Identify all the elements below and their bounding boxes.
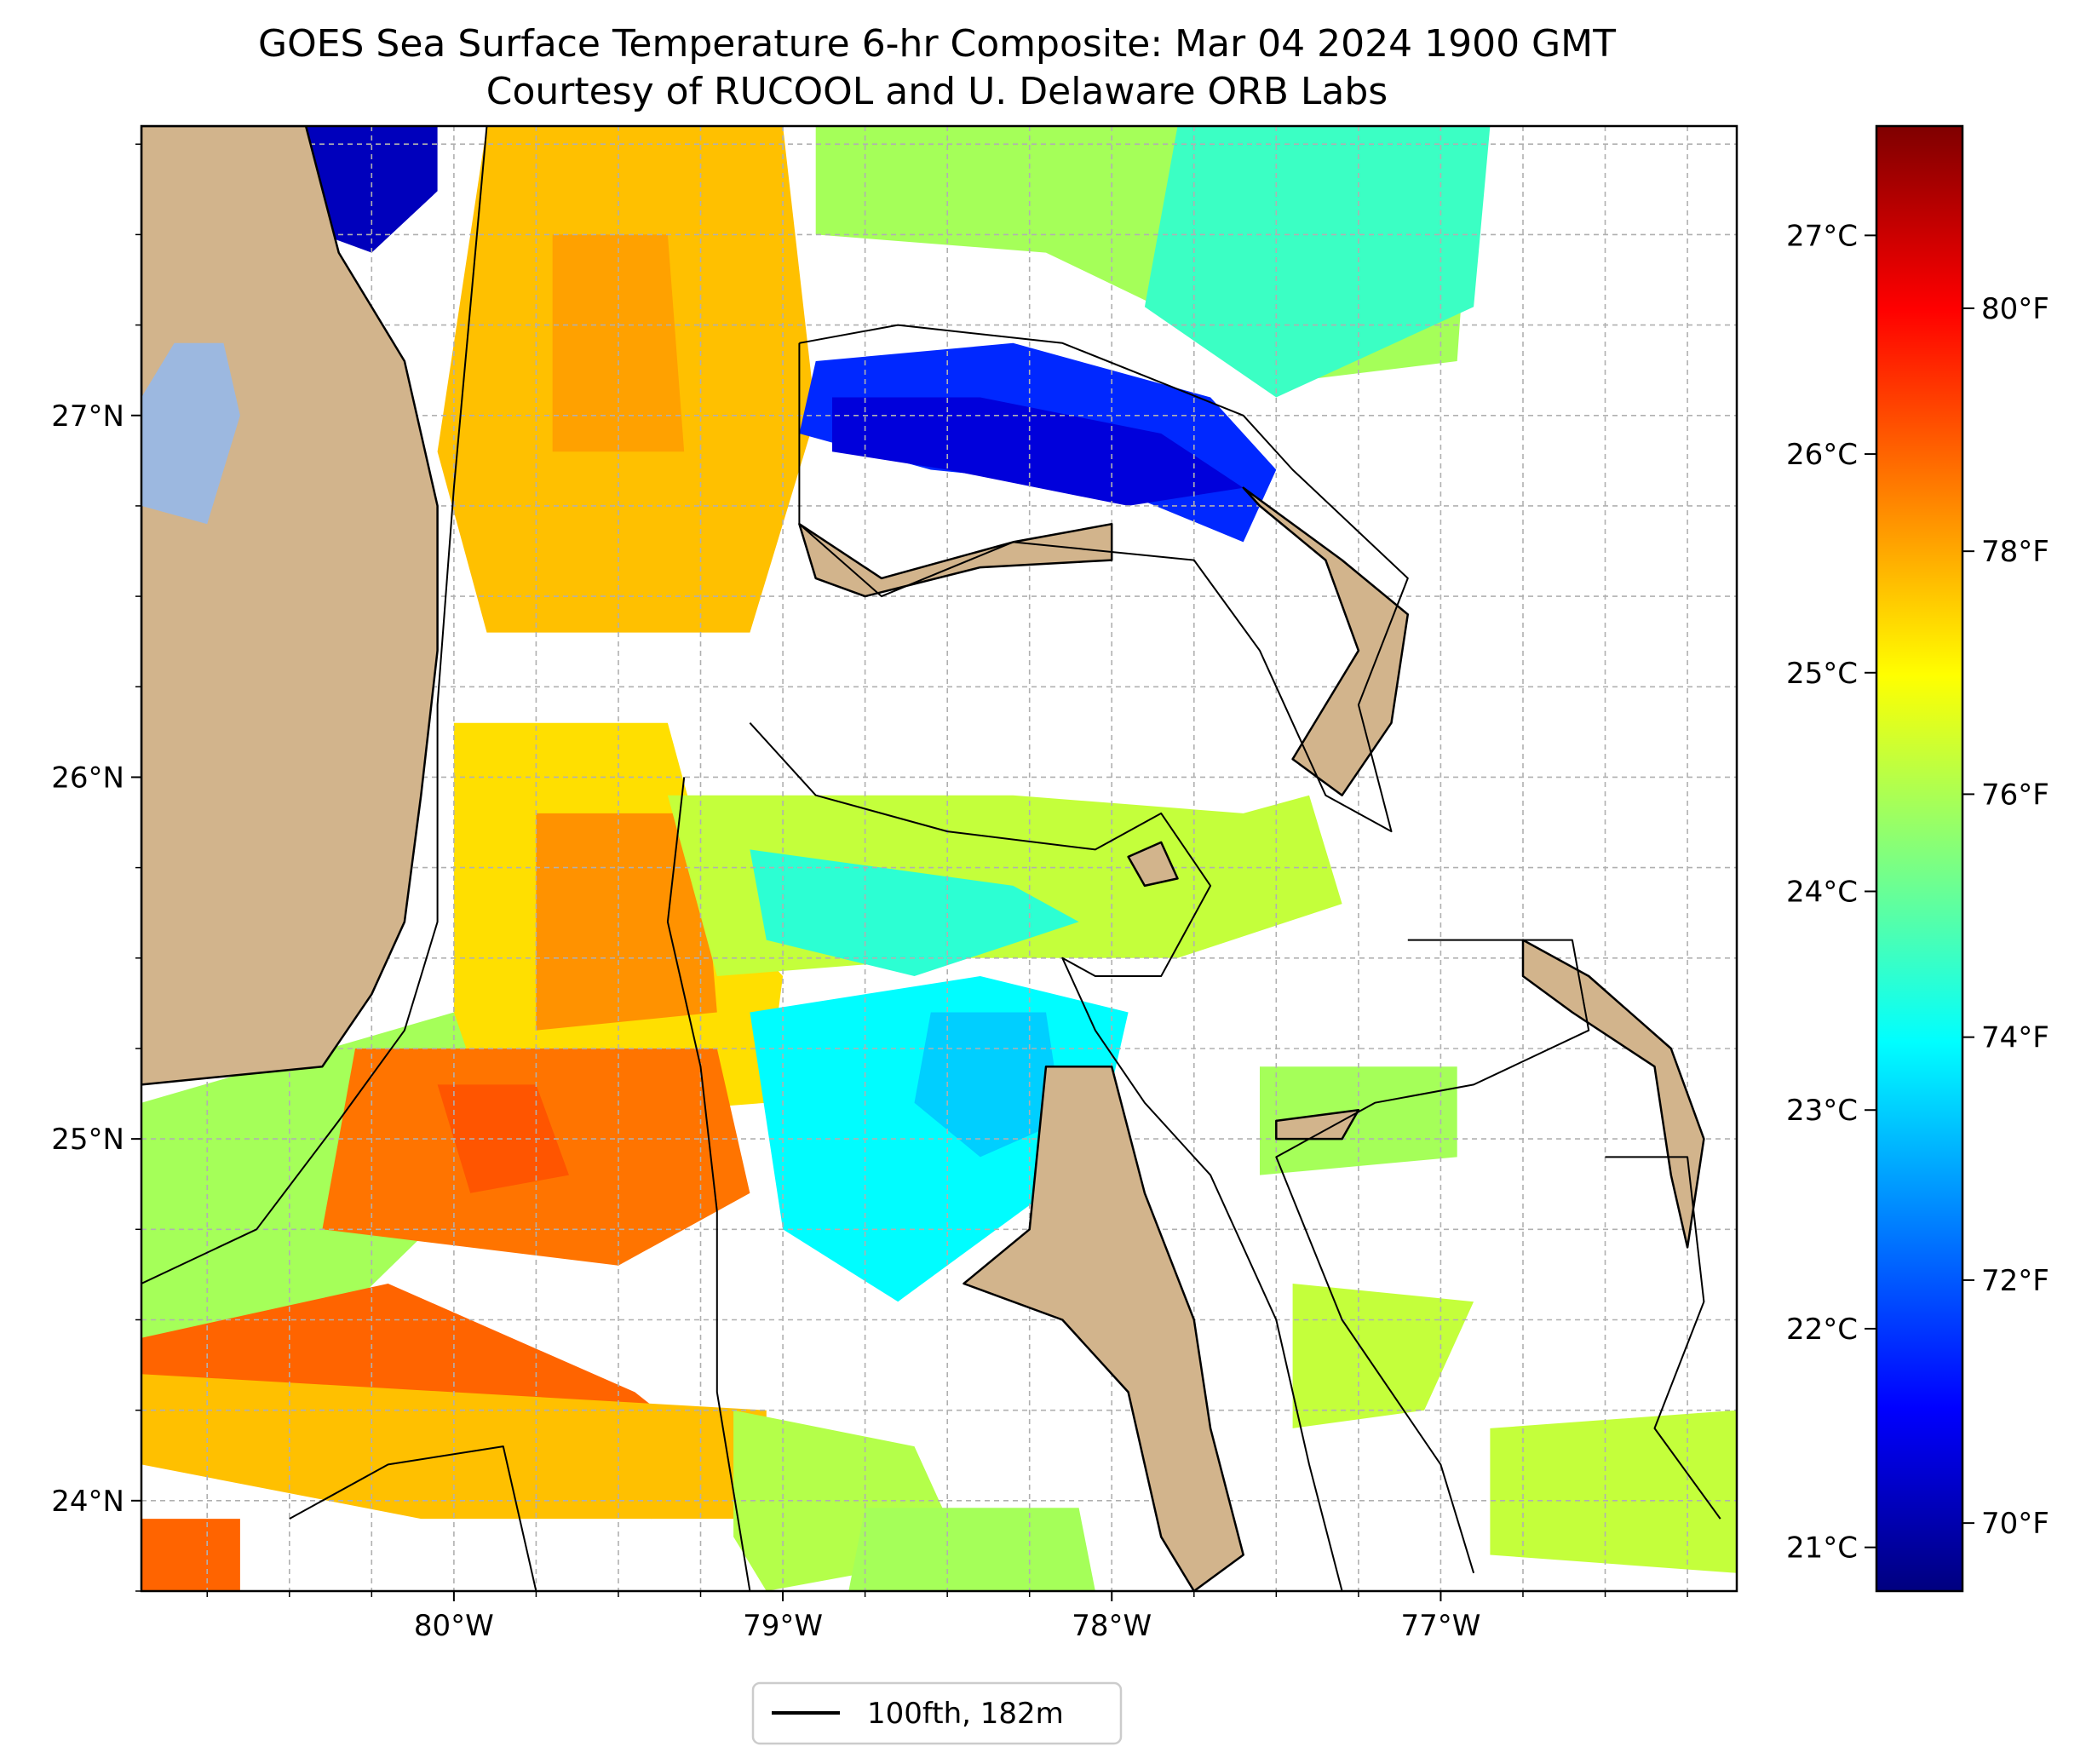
contour-tongue-of-ocean	[1275, 939, 1590, 1574]
lat-tick-label: 27°N	[51, 399, 124, 434]
latitude-labels: 24°N 25°N 26°N 27°N	[51, 399, 124, 1519]
legend: 100fth, 182m	[751, 1681, 1123, 1745]
colorbar-f-label: 74°F	[1981, 1021, 2049, 1055]
contour-layer	[141, 126, 1721, 1591]
colorbar-frame	[1875, 124, 1964, 1593]
colorbar-c-label: 23°C	[1786, 1094, 1858, 1128]
colorbar-c-label: 22°C	[1786, 1313, 1858, 1347]
lon-tick-label: 78°W	[1072, 1609, 1152, 1643]
colorbar-c-label: 25°C	[1786, 657, 1858, 691]
contour-exuma-sound	[1605, 1156, 1721, 1520]
colorbar-celsius-ticks: 21°C 22°C 23°C 24°C 25°C 26°C 27°C	[1786, 219, 1876, 1566]
colorbar-fahrenheit-ticks: 70°F 72°F 74°F 76°F 78°F 80°F	[1962, 292, 2049, 1541]
colorbar-f-label: 80°F	[1981, 292, 2049, 326]
lon-tick-label: 79°W	[743, 1609, 823, 1643]
colorbar-gradient	[1876, 126, 1962, 1591]
land-layer	[141, 126, 1705, 1591]
lon-tick-label: 77°W	[1400, 1609, 1480, 1643]
sst-patch-bottom-green	[848, 1508, 1095, 1591]
colorbar: 21°C 22°C 23°C 24°C 25°C 26°C 27°C 70°F 72°F 74°…	[1786, 124, 2049, 1593]
lake-okeechobee	[141, 342, 240, 525]
land-andros-island	[963, 1065, 1244, 1591]
colorbar-f-label: 70°F	[1981, 1507, 2049, 1541]
colorbar-f-label: 72°F	[1981, 1264, 2049, 1298]
contour-straits-east-edge	[666, 777, 751, 1591]
contour-little-bahama-bank	[798, 324, 1409, 833]
lat-tick-label: 25°N	[51, 1123, 124, 1157]
sst-patch-nw-coastal-blue	[306, 126, 438, 253]
sst-patch-straits-orange-west	[536, 813, 717, 1031]
lat-tick-label: 26°N	[51, 761, 124, 795]
colorbar-c-label: 24°C	[1786, 876, 1858, 910]
contour-florida-keys-reef-edge	[289, 1445, 537, 1591]
sst-patch-northeast-cyan	[1144, 126, 1491, 398]
colorbar-f-label: 76°F	[1981, 778, 2049, 812]
map-area	[131, 124, 1738, 1601]
land-berry-islands	[1127, 841, 1179, 888]
land-grand-bahama	[798, 522, 1113, 598]
longitude-labels: 80°W 79°W 78°W 77°W	[414, 1609, 1480, 1643]
land-eleuthera	[1521, 939, 1705, 1249]
legend-box	[751, 1681, 1123, 1745]
sst-patch-little-bahama-deep	[832, 397, 1244, 506]
sst-patch-se-green	[1490, 1410, 1737, 1573]
title-line-2: Courtesy of RUCOOL and U. Delaware ORB L…	[486, 70, 1388, 113]
land-nassau-new-providence	[1275, 1108, 1360, 1141]
contour-florida-shelf-edge	[141, 126, 488, 1284]
lon-tick-label: 80°W	[414, 1609, 494, 1643]
colorbar-f-label: 78°F	[1981, 535, 2049, 569]
colorbar-c-label: 26°C	[1786, 438, 1858, 472]
title-line-1: GOES Sea Surface Temperature 6-hr Compos…	[258, 22, 1616, 66]
map-frame	[140, 124, 1738, 1593]
colorbar-c-label: 27°C	[1786, 219, 1858, 253]
sst-patch-central-cyan	[750, 849, 1079, 976]
map-content	[141, 126, 1737, 1591]
legend-label: 100fth, 182m	[867, 1697, 1064, 1731]
lat-tick-label: 24°N	[51, 1485, 124, 1519]
sst-patch-sw-corner-orange	[141, 1519, 240, 1591]
contour-great-bahama-bank-west	[749, 722, 1343, 1591]
colorbar-c-label: 21°C	[1786, 1531, 1858, 1566]
